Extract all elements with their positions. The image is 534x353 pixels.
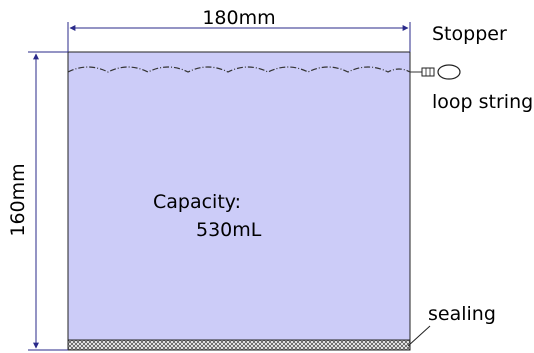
capacity-label: Capacity: — [153, 191, 241, 213]
width-dimension — [67, 22, 411, 52]
stopper-icon — [410, 67, 435, 77]
height-dimension — [28, 51, 68, 351]
loop-string-icon — [437, 64, 461, 80]
sealing-strip — [67, 339, 411, 351]
drawstring — [67, 66, 411, 73]
width-label: 180mm — [202, 7, 275, 29]
loop-string-label: loop string — [432, 91, 533, 113]
bag-body — [67, 51, 411, 341]
stopper-label: Stopper — [432, 23, 507, 45]
sealing-leader — [407, 325, 431, 347]
sealing-label: sealing — [428, 303, 496, 325]
height-label: 160mm — [7, 163, 29, 236]
capacity-value: 530mL — [196, 219, 262, 241]
